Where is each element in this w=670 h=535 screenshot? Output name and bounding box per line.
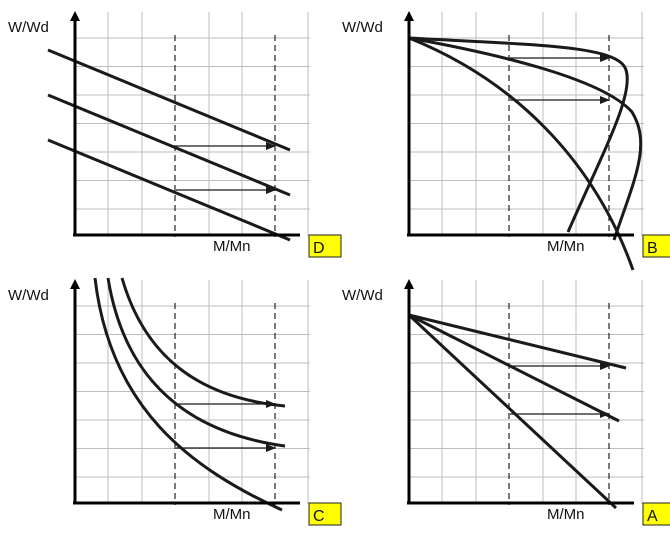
- panel-d-y-label: W/Wd: [8, 19, 49, 36]
- panel-c-curves: [93, 277, 286, 512]
- panel-b-x-label: M/Mn: [547, 238, 585, 255]
- panel-b-curve-outer: [408, 36, 629, 233]
- panel-b-badge: [642, 234, 670, 258]
- panel-d-badge: [308, 234, 342, 258]
- panel-d-badge-label: D: [313, 240, 325, 257]
- panel-a-badge-label: A: [647, 508, 658, 525]
- panel-a-curve-top: [408, 313, 627, 370]
- panel-a-y-label: W/Wd: [342, 287, 383, 304]
- panel-a-curves: [407, 313, 627, 510]
- panel-c-x-label: M/Mn: [213, 506, 251, 523]
- panel-a-grid: [409, 280, 644, 504]
- panel-d-grid: [75, 12, 310, 236]
- panel-a-curve-bottom: [407, 313, 618, 510]
- panel-d-curve-middle: [47, 93, 291, 197]
- panel-a-curve-middle: [408, 313, 620, 423]
- panel-b-curve-middle: [408, 36, 643, 241]
- panel-a: W/Wd M/Mn A: [342, 279, 670, 526]
- panel-c-curve-bottom: [93, 277, 283, 512]
- panel-c-curve-middle: [106, 277, 286, 448]
- panel-d: W/Wd M/Mn D: [8, 11, 342, 258]
- panel-b-y-label: W/Wd: [342, 19, 383, 36]
- panel-a-x-label: M/Mn: [547, 506, 585, 523]
- panel-d-curve-bottom: [47, 138, 291, 242]
- panel-b-curve-inner: [408, 36, 635, 271]
- panel-d-curves: [47, 48, 291, 242]
- panel-b-curves: [408, 36, 643, 271]
- panel-c-y-label: W/Wd: [8, 287, 49, 304]
- panel-d-x-label: M/Mn: [213, 238, 251, 255]
- panel-c-badge-label: C: [313, 508, 325, 525]
- panel-d-curve-top: [47, 48, 291, 152]
- panel-b-badge-label: B: [647, 240, 658, 257]
- panel-c: W/Wd M/Mn C: [8, 277, 342, 526]
- panel-b: W/Wd M/Mn B: [342, 11, 670, 271]
- panel-c-badge: [308, 502, 342, 526]
- panel-b-grid: [409, 12, 644, 236]
- panel-c-curve-top: [120, 277, 286, 408]
- panel-a-badge: [642, 502, 670, 526]
